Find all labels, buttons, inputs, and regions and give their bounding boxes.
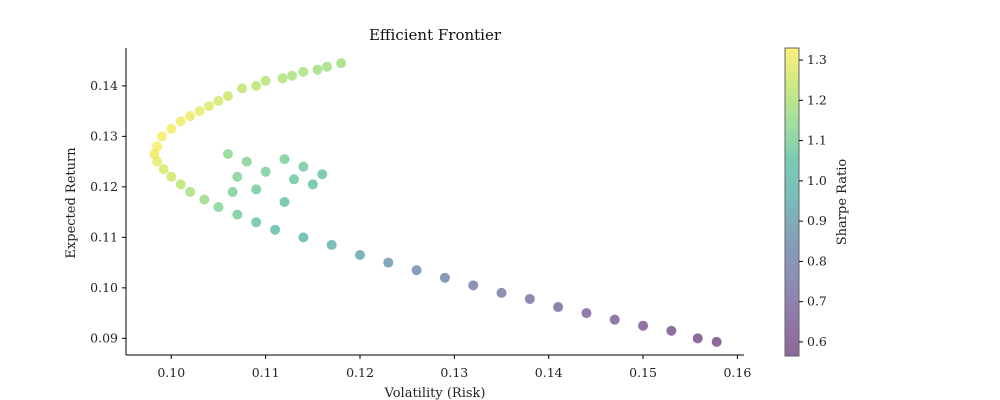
data-point [175, 116, 186, 127]
svg-text:0.14: 0.14 [90, 78, 118, 93]
data-point [237, 83, 248, 94]
data-point [468, 280, 479, 291]
data-point [166, 171, 177, 182]
data-point [158, 164, 169, 175]
data-point [199, 194, 210, 205]
data-point [213, 96, 224, 107]
y-axis-label: Expected Return [64, 147, 79, 259]
data-point [204, 101, 215, 112]
data-point [222, 90, 233, 101]
data-point [638, 320, 649, 331]
svg-text:0.12: 0.12 [346, 365, 374, 380]
data-point [354, 250, 365, 261]
data-point [336, 58, 347, 69]
svg-text:0.6: 0.6 [807, 334, 827, 349]
data-point [312, 64, 323, 75]
data-point [288, 174, 299, 185]
svg-text:1.3: 1.3 [807, 52, 827, 67]
data-point [298, 66, 309, 77]
data-point [227, 186, 238, 197]
data-point [287, 70, 298, 81]
data-point [581, 308, 592, 319]
data-point [185, 186, 196, 197]
data-point [194, 106, 205, 117]
svg-text:0.12: 0.12 [90, 179, 118, 194]
data-point [270, 224, 281, 235]
svg-text:1.2: 1.2 [807, 92, 827, 107]
data-point [279, 197, 290, 208]
colorbar [784, 47, 800, 357]
y-ticks: 0.09 0.10 0.11 0.12 0.13 0.14 [90, 78, 126, 345]
svg-text:0.09: 0.09 [90, 330, 118, 345]
data-point [260, 75, 271, 86]
x-axis-label: Volatility (Risk) [384, 386, 486, 400]
data-point [666, 325, 677, 336]
data-point [241, 156, 252, 167]
data-point [222, 149, 233, 160]
data-point [692, 333, 703, 344]
scatter-points [149, 58, 722, 347]
svg-text:0.10: 0.10 [90, 280, 118, 295]
svg-text:0.7: 0.7 [807, 294, 827, 309]
data-point [524, 293, 535, 304]
svg-text:0.13: 0.13 [440, 365, 468, 380]
data-point [321, 61, 332, 72]
data-point [166, 123, 177, 134]
data-point [185, 111, 196, 122]
svg-text:0.11: 0.11 [252, 365, 280, 380]
data-point [156, 131, 167, 142]
data-point [149, 149, 160, 160]
svg-text:1.1: 1.1 [807, 133, 827, 148]
data-point [411, 265, 422, 276]
data-point [279, 154, 290, 165]
data-point [152, 141, 163, 152]
data-point [152, 156, 163, 167]
x-ticks: 0.10 0.11 0.12 0.13 0.14 0.15 0.16 [157, 355, 751, 380]
data-point [711, 336, 722, 347]
svg-text:0.13: 0.13 [90, 128, 118, 143]
svg-text:0.11: 0.11 [90, 229, 118, 244]
colorbar-ticks: 0.6 0.7 0.8 0.9 1.0 1.1 1.2 1.3 [799, 52, 827, 349]
data-point [496, 287, 507, 298]
data-point [232, 209, 243, 220]
data-point [251, 80, 262, 91]
data-point [298, 161, 309, 172]
chart-title: Efficient Frontier [369, 26, 502, 44]
data-point [307, 179, 318, 190]
svg-text:1.0: 1.0 [807, 173, 827, 188]
svg-text:0.10: 0.10 [157, 365, 185, 380]
data-point [213, 202, 224, 213]
svg-text:0.16: 0.16 [723, 365, 751, 380]
svg-text:0.9: 0.9 [807, 213, 827, 228]
data-point [298, 232, 309, 243]
colorbar-label: Sharpe Ratio [835, 159, 850, 246]
svg-text:0.8: 0.8 [807, 253, 827, 268]
data-point [251, 184, 262, 195]
data-point [317, 169, 328, 180]
data-point [232, 171, 243, 182]
data-point [175, 179, 186, 190]
svg-text:0.14: 0.14 [535, 365, 563, 380]
data-point [609, 314, 620, 325]
data-point [251, 217, 262, 228]
data-point [383, 257, 394, 268]
data-point [260, 166, 271, 177]
svg-text:0.15: 0.15 [629, 365, 657, 380]
data-point [277, 73, 288, 84]
data-point [553, 302, 564, 313]
data-point [326, 239, 337, 250]
data-point [439, 272, 450, 283]
